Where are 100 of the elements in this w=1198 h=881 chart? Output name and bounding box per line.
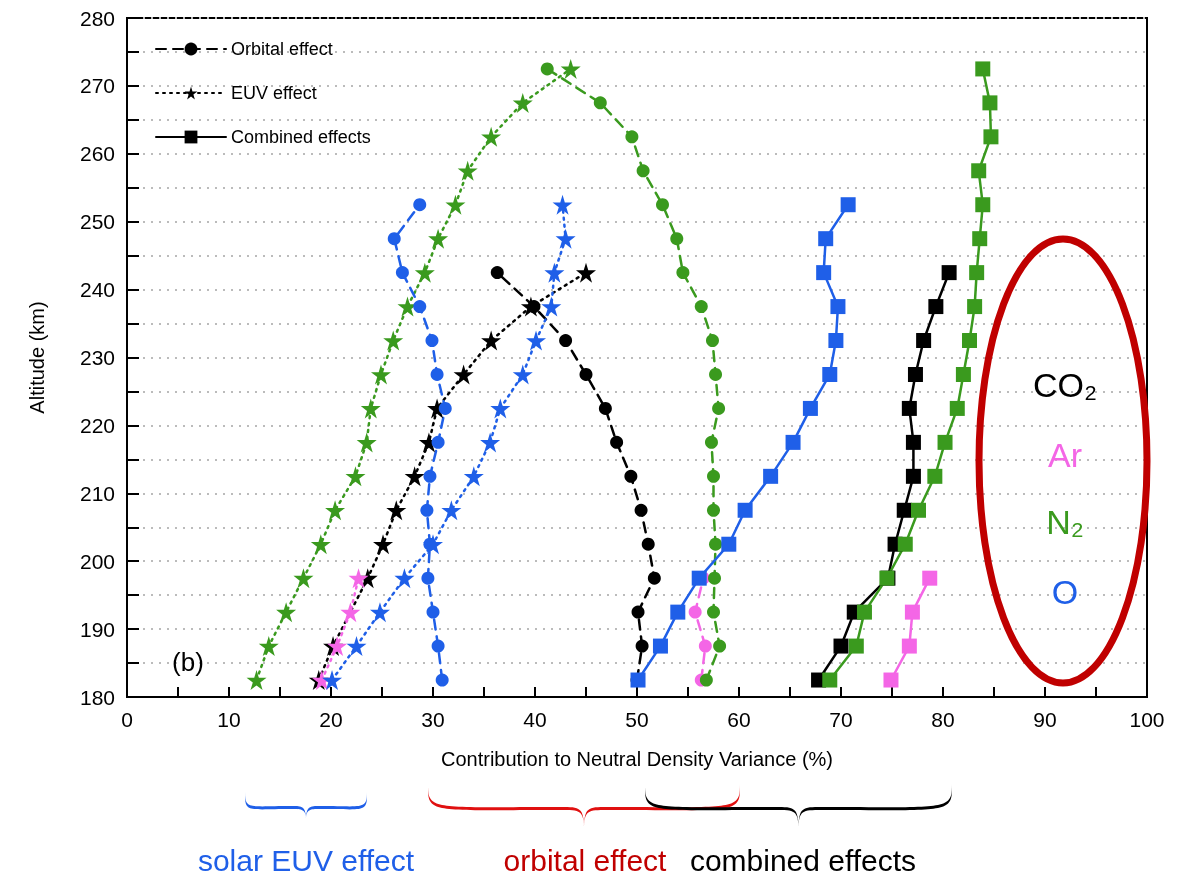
point — [691, 570, 707, 586]
point — [656, 198, 669, 212]
point — [712, 401, 726, 415]
point — [704, 435, 718, 449]
x-tick-label: 20 — [319, 708, 343, 731]
point — [713, 639, 727, 653]
point — [922, 570, 938, 586]
point — [822, 672, 838, 688]
point — [490, 398, 511, 419]
point — [941, 265, 957, 281]
point — [975, 197, 991, 213]
point — [897, 536, 913, 552]
y-tick-label: 180 — [79, 685, 115, 709]
point — [490, 266, 504, 280]
point — [856, 604, 872, 620]
point — [431, 435, 445, 449]
point — [709, 367, 723, 381]
point — [905, 468, 921, 484]
x-axis-title: Contribution to Neutral Density Variance (%) — [440, 748, 834, 770]
point — [840, 197, 856, 213]
point — [983, 129, 999, 145]
annotation: Ar — [1048, 436, 1082, 474]
point — [911, 502, 927, 518]
y-tick-label: 280 — [79, 6, 115, 30]
point — [634, 503, 648, 517]
point — [387, 232, 401, 246]
point — [559, 334, 573, 348]
point — [802, 400, 818, 416]
point — [345, 466, 366, 487]
point — [421, 571, 435, 585]
point — [905, 434, 921, 450]
point — [420, 503, 434, 517]
point — [705, 334, 719, 348]
point — [707, 605, 720, 619]
point — [369, 602, 390, 623]
point — [699, 673, 713, 687]
point — [512, 92, 533, 113]
x-tick-label: 0 — [121, 708, 133, 731]
point — [322, 670, 343, 691]
point — [373, 534, 394, 555]
point — [325, 500, 346, 521]
annotation: CO₂ — [1032, 366, 1098, 404]
y-tick-label: 220 — [79, 413, 115, 437]
point — [901, 638, 917, 654]
point — [394, 568, 415, 589]
point — [975, 61, 991, 77]
point — [694, 300, 708, 314]
point — [818, 231, 834, 247]
point — [356, 432, 377, 453]
point — [445, 194, 466, 215]
text: combined effects — [689, 843, 917, 877]
point — [310, 534, 331, 555]
point — [949, 400, 965, 416]
point — [441, 500, 462, 521]
y-tick-label: 250 — [79, 210, 115, 234]
point — [520, 296, 541, 317]
point — [962, 333, 978, 349]
point — [593, 96, 607, 110]
point — [955, 366, 971, 382]
point — [635, 639, 649, 653]
point — [916, 333, 932, 349]
x-tick-label: 40 — [523, 708, 547, 731]
point — [647, 571, 661, 585]
y-tick-label: 230 — [79, 346, 115, 369]
point — [698, 639, 712, 653]
point — [430, 367, 444, 381]
x-tick-label: 10 — [217, 708, 241, 731]
point — [428, 228, 449, 249]
x-tick-label: 30 — [421, 708, 445, 731]
point — [426, 605, 440, 619]
point — [431, 639, 445, 653]
point — [676, 266, 690, 280]
annotation: N₂ — [1046, 503, 1084, 541]
point — [641, 537, 655, 551]
point — [848, 638, 864, 654]
point — [423, 469, 437, 483]
point — [598, 401, 612, 415]
y-tick-label: 210 — [79, 481, 115, 505]
point — [707, 503, 720, 517]
x-tick-label: 90 — [1033, 708, 1057, 731]
point — [971, 163, 987, 179]
point — [579, 367, 593, 381]
point — [395, 266, 409, 280]
point — [544, 262, 565, 283]
point — [457, 160, 478, 181]
point — [246, 670, 267, 691]
point — [340, 602, 361, 623]
point — [360, 398, 381, 419]
point — [293, 568, 314, 589]
point — [370, 364, 391, 385]
point — [828, 333, 844, 349]
point — [928, 299, 944, 315]
y-axis-title: Altitude (km) — [26, 301, 48, 414]
text: orbital effect — [503, 843, 668, 877]
point — [560, 58, 581, 79]
point — [624, 469, 638, 483]
point — [481, 126, 502, 147]
point — [576, 262, 596, 283]
x-tick-label: 60 — [727, 708, 751, 731]
point — [652, 638, 668, 654]
